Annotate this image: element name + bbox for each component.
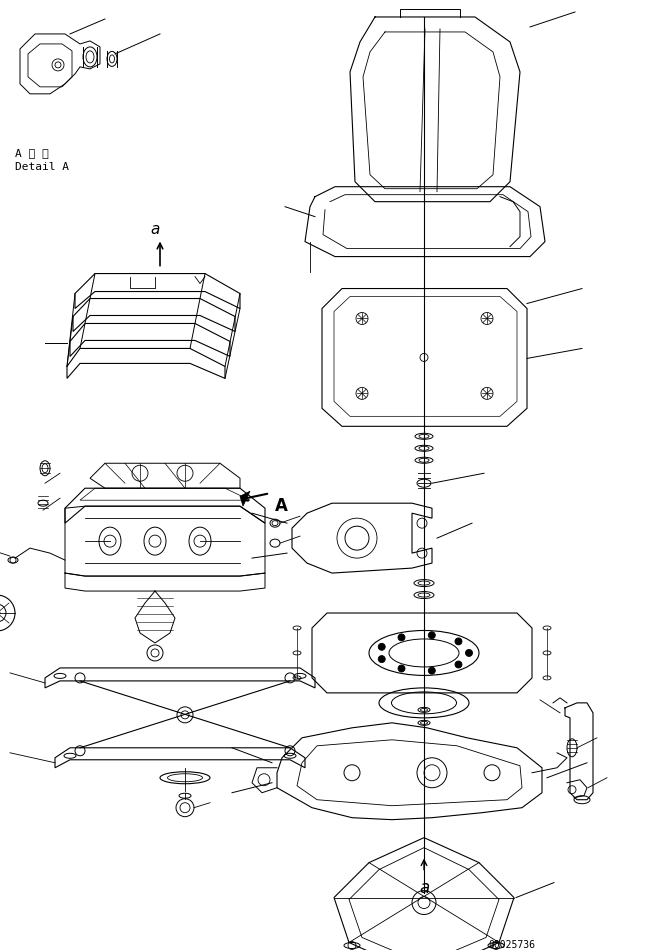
- Text: a: a: [419, 878, 429, 896]
- Circle shape: [455, 638, 462, 645]
- Circle shape: [455, 662, 462, 668]
- Circle shape: [398, 665, 405, 672]
- Circle shape: [398, 634, 405, 642]
- Circle shape: [378, 644, 385, 650]
- Text: a: a: [150, 222, 159, 236]
- Text: A: A: [275, 497, 288, 515]
- Text: Detail A: Detail A: [15, 162, 69, 171]
- Circle shape: [428, 667, 436, 674]
- Circle shape: [465, 650, 473, 657]
- Text: A 詳 細: A 詳 細: [15, 148, 48, 158]
- Text: 00025736: 00025736: [488, 940, 535, 949]
- Circle shape: [378, 656, 385, 663]
- Circle shape: [428, 632, 436, 639]
- Polygon shape: [240, 491, 250, 506]
